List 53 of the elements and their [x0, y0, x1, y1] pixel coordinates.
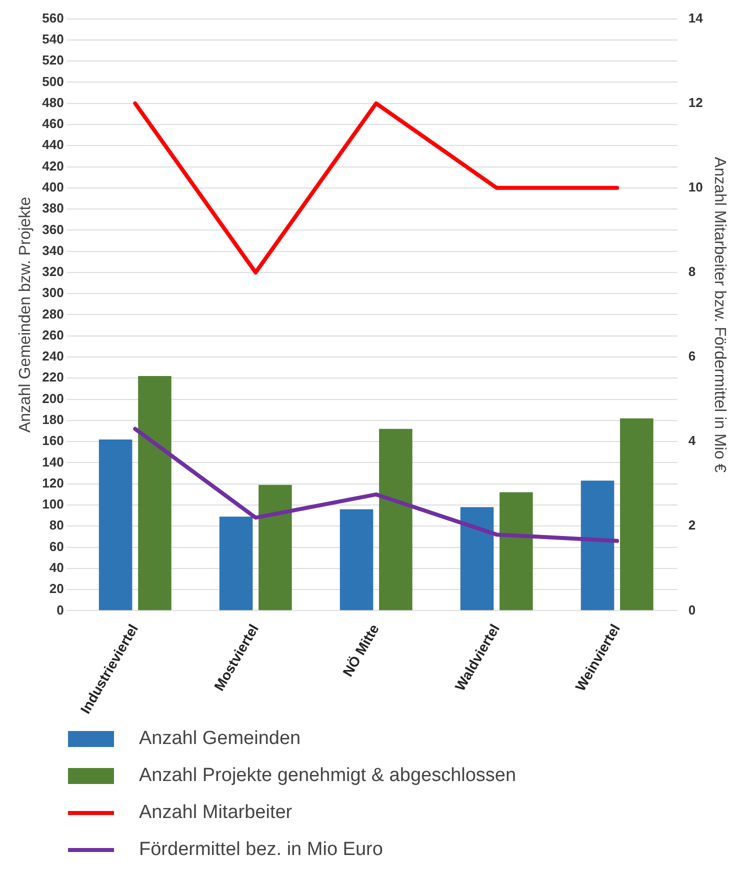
legend-label: Fördermittel bez. in Mio Euro — [139, 838, 383, 860]
y-tick-label: 480 — [42, 94, 64, 110]
legend-label: Anzahl Mitarbeiter — [139, 802, 292, 824]
y-tick-label: 500 — [42, 74, 64, 89]
y-tick-label: 420 — [42, 158, 64, 174]
bar — [138, 376, 172, 610]
y-tick-label: 320 — [42, 264, 64, 280]
y-tick-label: 440 — [42, 137, 64, 152]
y-tick-label: 340 — [42, 242, 64, 258]
bar — [580, 480, 614, 610]
y-tick-label: 460 — [42, 116, 64, 132]
y-tick-label: 540 — [42, 32, 64, 47]
y2-tick-label: 8 — [688, 264, 696, 280]
y-tick-label: 140 — [42, 454, 64, 470]
y-tick-label: 220 — [42, 370, 64, 385]
bar — [620, 418, 654, 610]
y-tick-label: 80 — [49, 518, 64, 533]
y2-tick-label: 4 — [688, 433, 696, 448]
y2-tick-label: 12 — [688, 94, 703, 110]
bar — [500, 492, 533, 610]
legend-label: Anzahl Projekte genehmigt & abgeschlossen — [139, 764, 516, 786]
y-tick-label: 180 — [42, 412, 64, 428]
y-tick-label: 400 — [42, 179, 64, 194]
y-tick-label: 240 — [42, 348, 64, 364]
y-tick-label: 300 — [42, 285, 64, 300]
y-tick-label: 280 — [42, 306, 64, 322]
y2-tick-label: 0 — [688, 602, 696, 618]
y-tick-label: 360 — [42, 222, 64, 237]
bar — [258, 484, 292, 610]
bar — [379, 428, 412, 610]
y2-tick-label: 6 — [688, 348, 696, 364]
y-axis-title: Anzahl Gemeinden bzw. Projekte — [17, 196, 34, 433]
bar — [460, 507, 494, 610]
y-tick-label: 0 — [56, 602, 64, 618]
y-tick-label: 260 — [42, 327, 64, 342]
y2-tick-label: 14 — [688, 10, 704, 26]
y-tick-label: 60 — [49, 538, 64, 554]
bar — [340, 509, 374, 610]
y-tick-label: 40 — [49, 560, 64, 575]
bar — [219, 516, 253, 610]
y2-tick-label: 2 — [688, 518, 696, 533]
y2-tick-label: 10 — [688, 179, 703, 194]
y-tick-label: 100 — [42, 496, 64, 512]
y-tick-label: 560 — [42, 10, 64, 26]
y-tick-label: 120 — [42, 475, 64, 490]
y-tick-label: 200 — [42, 390, 64, 406]
y-tick-label: 20 — [49, 581, 64, 596]
y-tick-label: 160 — [42, 433, 64, 448]
legend-label: Anzahl Gemeinden — [139, 728, 301, 750]
y-tick-label: 380 — [42, 200, 64, 216]
y-tick-label: 520 — [42, 52, 64, 68]
y2-axis-title: Anzahl Mitarbeiter bzw. Fördermittel in Mio € — [710, 156, 728, 473]
bar — [98, 439, 132, 610]
